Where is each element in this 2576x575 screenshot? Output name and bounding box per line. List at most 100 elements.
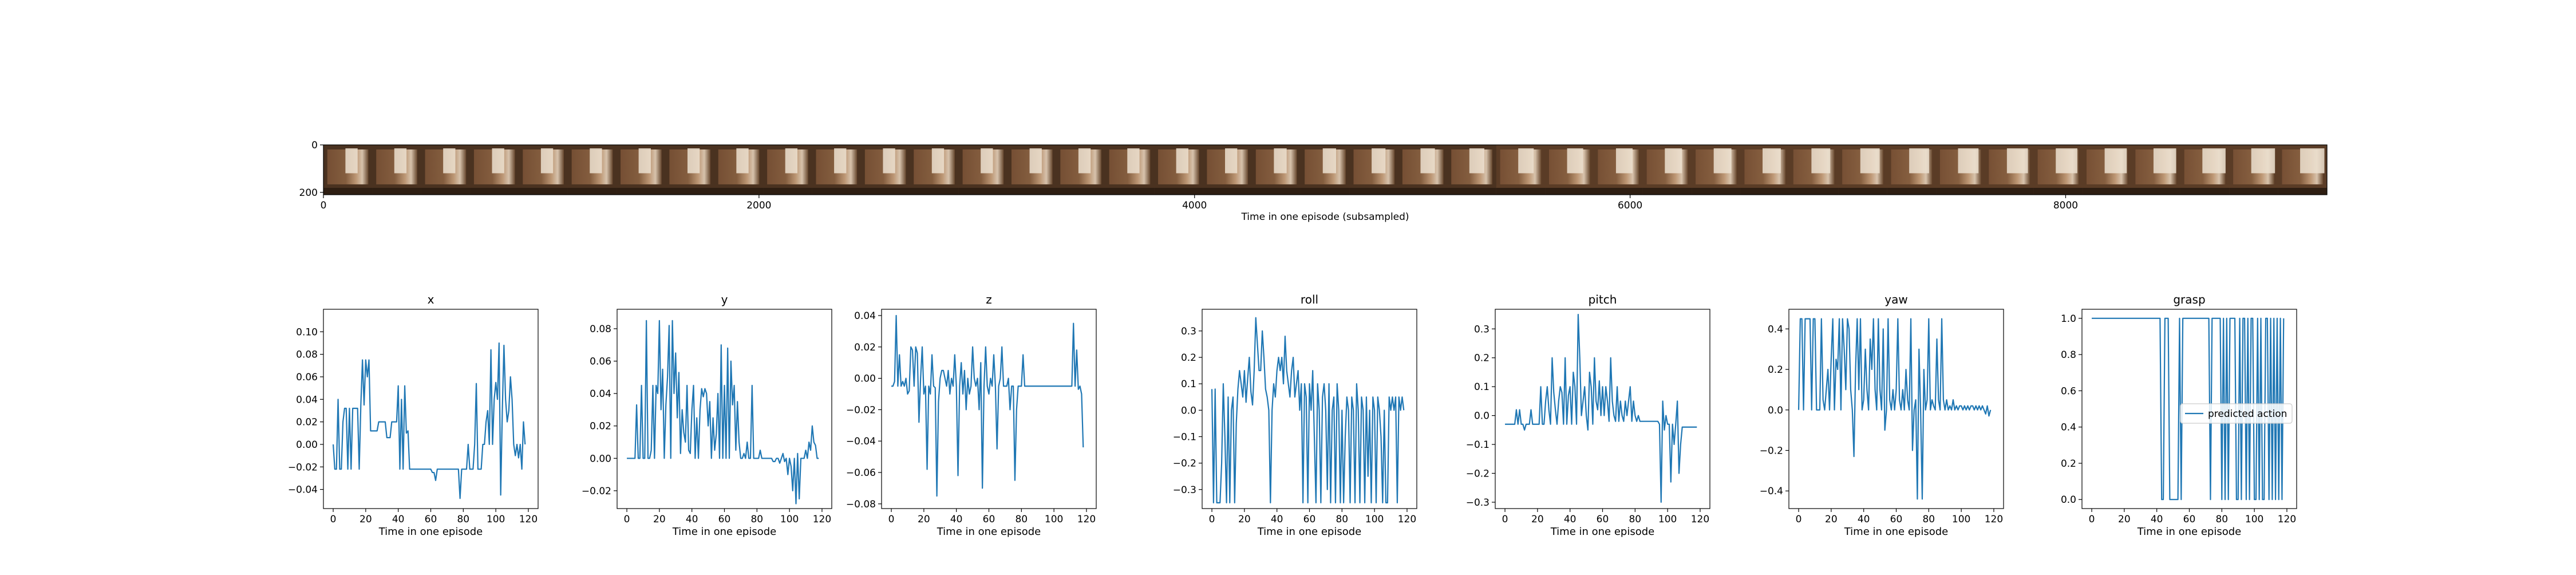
ytick-label: 0.2 bbox=[2061, 458, 2076, 470]
ytick-label: 0.1 bbox=[1474, 381, 1490, 393]
episode-frame bbox=[1105, 145, 1155, 195]
ytick-label: −0.02 bbox=[582, 486, 611, 497]
episode-frame bbox=[1838, 145, 1888, 195]
xtick-label: 120 bbox=[813, 514, 831, 525]
ytick-label: 0.04 bbox=[590, 388, 611, 400]
xtick-label: 100 bbox=[1952, 514, 1970, 525]
subplot-grasp: grasp 0 20 40 60 80 100 120 0.0 0.2 0.4 0.6 0.8 1.0 Ti… bbox=[2061, 293, 2297, 538]
ytick-label: 0.4 bbox=[1768, 324, 1783, 335]
episode-frame bbox=[665, 145, 715, 195]
xtick-label: 20 bbox=[2118, 514, 2131, 525]
ytick-label: 0.00 bbox=[590, 453, 611, 464]
xtick-label: 40 bbox=[950, 514, 963, 525]
xtick-label: 60 bbox=[2183, 514, 2196, 525]
episode-frame bbox=[1008, 145, 1057, 195]
subplot-yaw: yaw 0 20 40 60 80 100 120 −0.4 −0.2 0.0 0.2 0.4 Time … bbox=[1760, 293, 2004, 538]
filmstrip-ytick-label: 0 bbox=[311, 140, 318, 151]
xtick-label: 20 bbox=[1238, 514, 1251, 525]
subplot-title: z bbox=[986, 293, 992, 306]
ytick-label: 0.4 bbox=[2061, 422, 2076, 434]
series-line bbox=[1797, 318, 1992, 500]
ytick-label: 0.0 bbox=[2061, 494, 2076, 506]
episode-frame bbox=[812, 145, 862, 195]
xtick-label: 60 bbox=[425, 514, 437, 525]
episode-frame bbox=[1936, 145, 1985, 195]
xtick-label: 100 bbox=[2245, 514, 2263, 525]
episode-frame bbox=[1692, 145, 1741, 195]
xtick-label: 20 bbox=[1531, 514, 1544, 525]
ytick-label: 0.04 bbox=[854, 310, 876, 322]
series-line bbox=[891, 314, 1084, 497]
ytick-label: 0.0 bbox=[1181, 405, 1196, 416]
ytick-label: 0.0 bbox=[1474, 411, 1490, 422]
episode-frame bbox=[1789, 145, 1839, 195]
xtick-label: 120 bbox=[1077, 514, 1096, 525]
episode-frame bbox=[861, 145, 910, 195]
xtick-label: 60 bbox=[983, 514, 995, 525]
episode-frame bbox=[1154, 145, 1204, 195]
episode-frame bbox=[1203, 145, 1253, 195]
series-line bbox=[2092, 317, 2285, 501]
xtick-label: 80 bbox=[457, 514, 469, 525]
xtick-label: 20 bbox=[653, 514, 666, 525]
ytick-label: −0.4 bbox=[1760, 486, 1783, 497]
ytick-label: −0.06 bbox=[846, 467, 876, 479]
xtick-label: 40 bbox=[1564, 514, 1577, 525]
action-plots-svg: x0 20 40 60 80 100 120−0.04−0.020.000.020.040.… bbox=[288, 293, 2297, 538]
legend-box bbox=[2180, 403, 2293, 424]
xtick-label: 40 bbox=[392, 514, 405, 525]
ytick-label: −0.02 bbox=[846, 404, 876, 416]
episode-frame bbox=[1594, 145, 1643, 195]
ytick-label: 0.3 bbox=[1474, 324, 1490, 335]
episode-frame bbox=[567, 145, 617, 195]
xtick-label: 100 bbox=[487, 514, 505, 525]
xtick-label: 120 bbox=[1691, 514, 1709, 525]
xtick-label: 100 bbox=[1658, 514, 1677, 525]
episode-frame bbox=[910, 145, 959, 195]
xtick-label: 0 bbox=[2089, 514, 2095, 525]
xtick-label: 20 bbox=[918, 514, 930, 525]
xtick-label: 0 bbox=[330, 514, 337, 525]
ytick-label: 0.02 bbox=[854, 342, 876, 353]
ytick-label: −0.1 bbox=[1466, 439, 1490, 451]
ytick-label: 0.02 bbox=[590, 421, 611, 432]
episode-frame bbox=[1301, 145, 1350, 195]
episode-frame bbox=[470, 145, 519, 195]
episode-frame bbox=[1496, 145, 1546, 195]
xtick-label: 20 bbox=[1825, 514, 1838, 525]
ytick-label: 0.02 bbox=[296, 417, 318, 428]
xtick-label: 0 bbox=[1502, 514, 1508, 525]
xtick-label: 20 bbox=[359, 514, 372, 525]
series-line bbox=[1211, 317, 1405, 503]
xtick-label: 100 bbox=[1045, 514, 1063, 525]
x-axis-label: Time in one episode bbox=[1550, 526, 1655, 538]
ytick-label: −0.1 bbox=[1173, 431, 1196, 443]
xtick-label: 0 bbox=[888, 514, 895, 525]
filmstrip-frames bbox=[323, 145, 2328, 195]
episode-frame bbox=[372, 145, 422, 195]
subplot-title: y bbox=[721, 293, 728, 306]
subplot-x: x 0 20 40 60 80 100 120 −0.04 −0.02 0.00 0.02 0.04 0.… bbox=[288, 293, 539, 538]
ytick-label: 0.8 bbox=[2061, 349, 2076, 361]
xtick-label: 60 bbox=[1303, 514, 1316, 525]
filmstrip-xtick-label: 2000 bbox=[746, 200, 771, 211]
x-axis-label: Time in one episode bbox=[378, 526, 483, 538]
filmstrip-xtick-label: 4000 bbox=[1182, 200, 1207, 211]
ytick-label: 1.0 bbox=[2061, 313, 2076, 325]
xtick-label: 40 bbox=[1858, 514, 1870, 525]
ytick-label: 0.10 bbox=[296, 326, 318, 338]
subplot-title: roll bbox=[1301, 293, 1318, 306]
ytick-label: −0.04 bbox=[288, 485, 318, 496]
subplot-z: z 0 20 40 60 80 100 120 −0.08 −0.06 −0.04 −0.02 0.00… bbox=[846, 293, 1097, 538]
episode-frame bbox=[1985, 145, 2034, 195]
filmstrip-xlabel: Time in one episode (subsampled) bbox=[1240, 211, 1409, 223]
filmstrip-frame-border bbox=[323, 144, 2328, 195]
ytick-label: −0.2 bbox=[1173, 458, 1196, 470]
xtick-label: 80 bbox=[2215, 514, 2228, 525]
subplot-pitch: pitch 0 20 40 60 80 100 120 −0.3 −0.2 −0.1 0.0 0.1 0.… bbox=[1466, 293, 1710, 538]
ytick-label: 0.3 bbox=[1181, 326, 1196, 337]
episode-frame bbox=[1056, 145, 1106, 195]
xtick-label: 40 bbox=[686, 514, 698, 525]
